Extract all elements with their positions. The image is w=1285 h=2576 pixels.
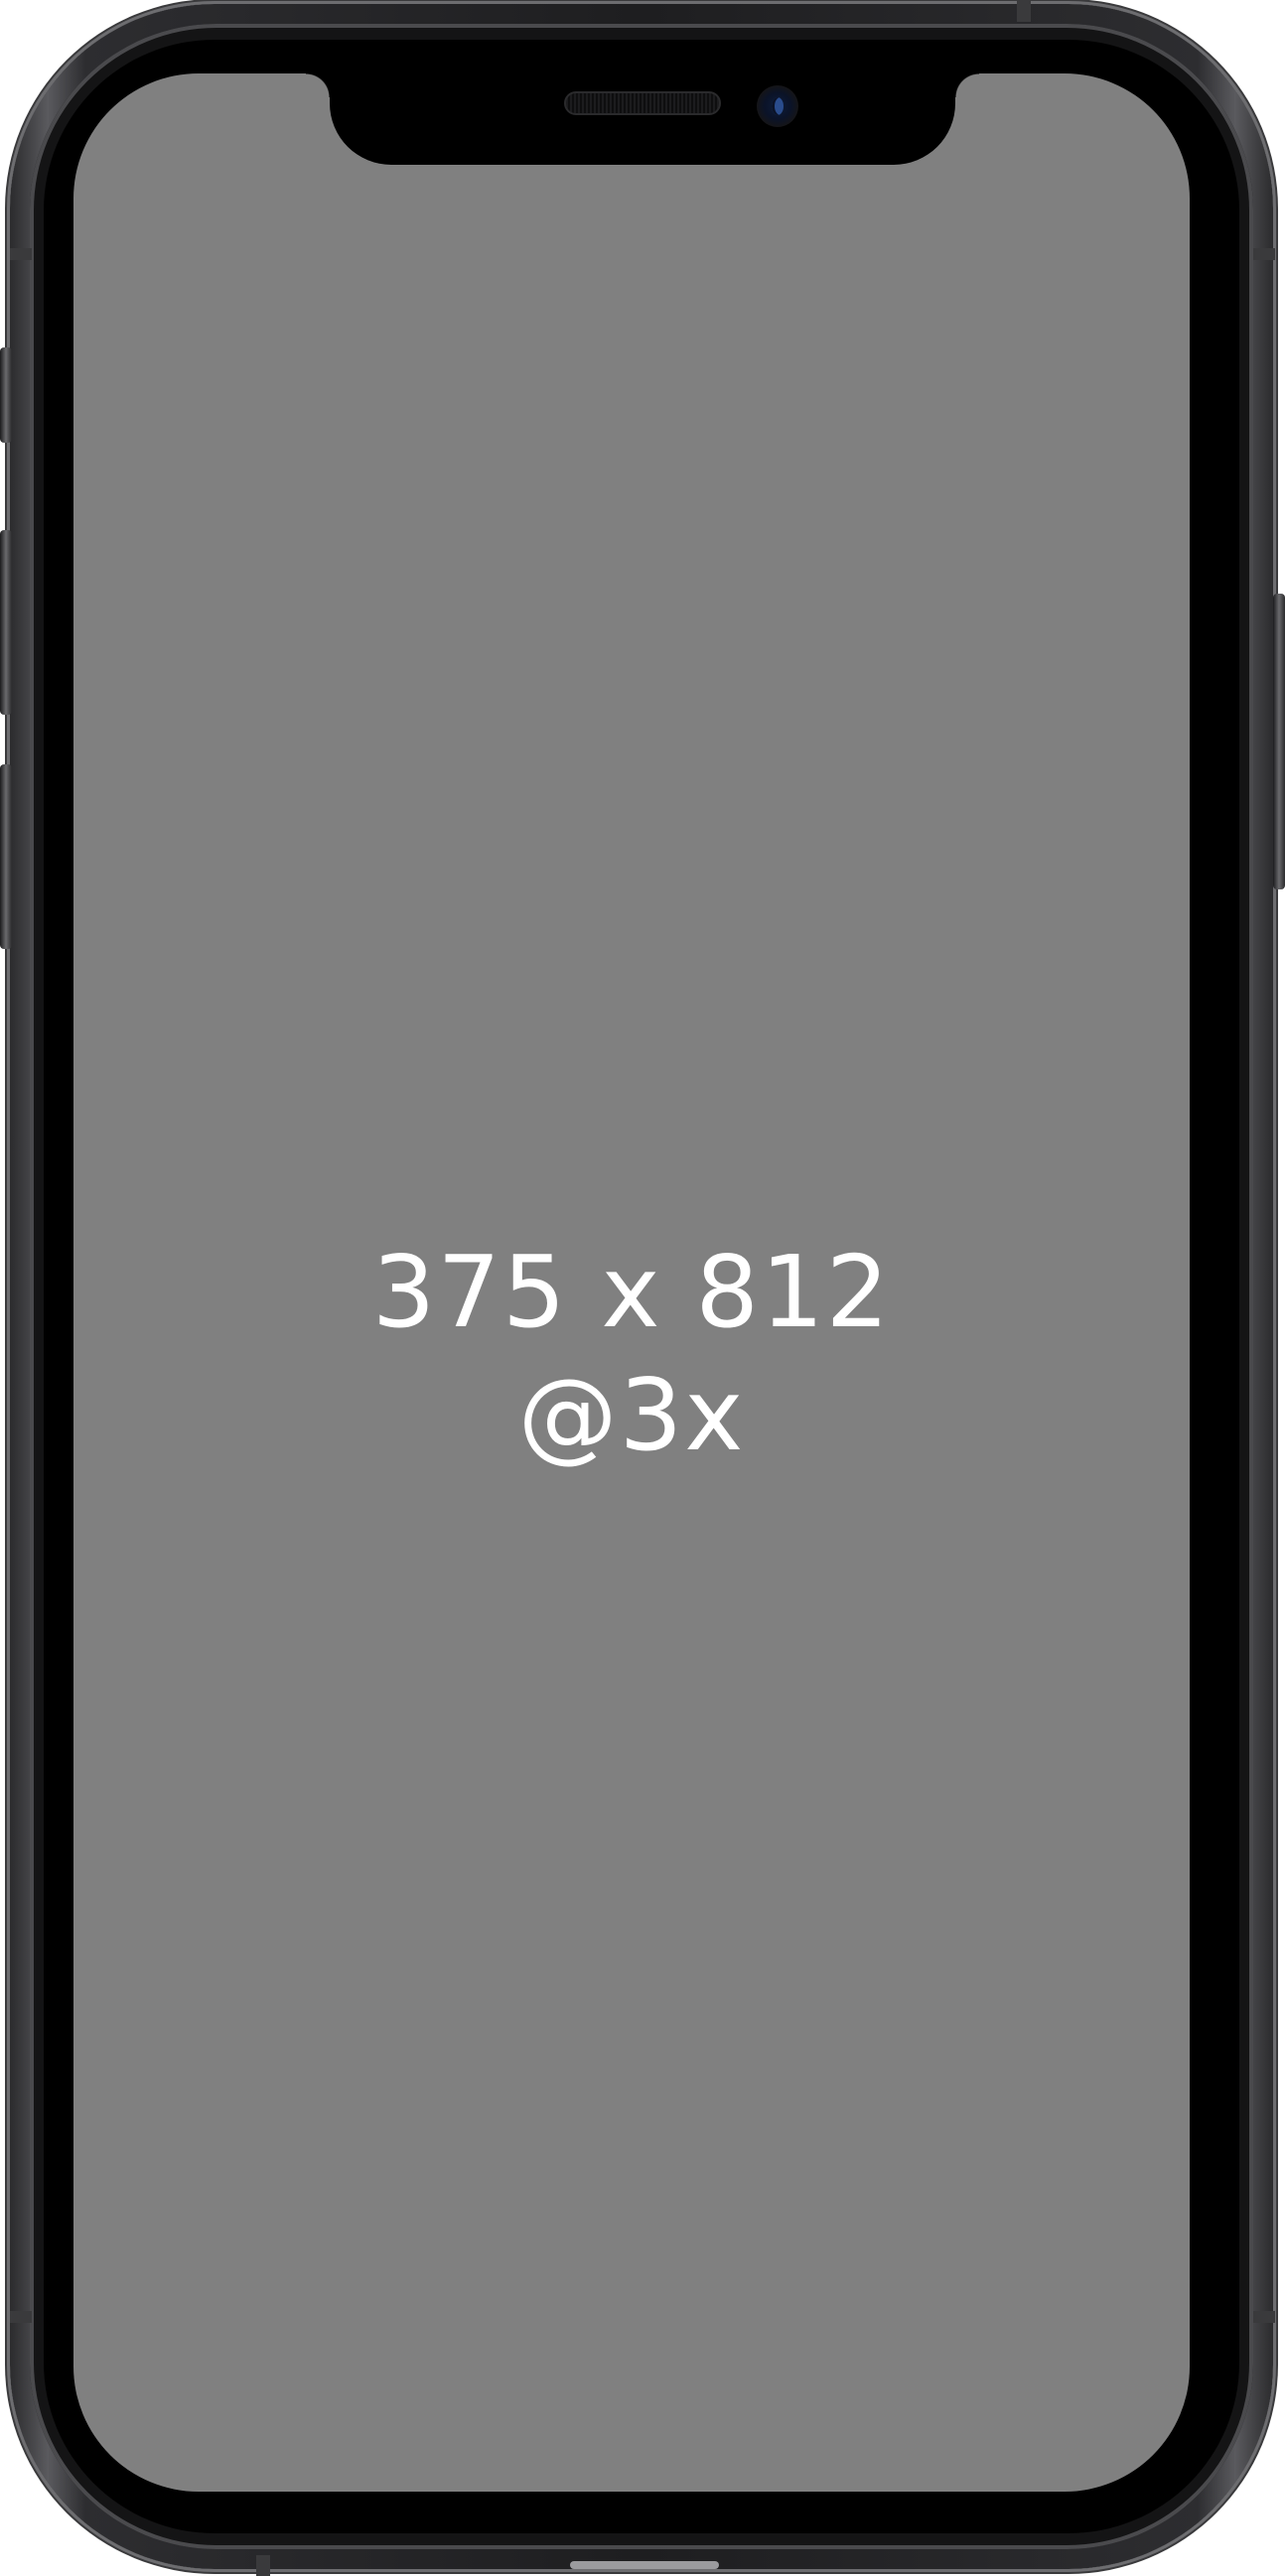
mute-switch <box>0 347 12 443</box>
antenna-band-right-top <box>1253 248 1275 260</box>
earpiece-speaker-icon <box>564 91 721 115</box>
antenna-band-left-bottom <box>10 2311 32 2323</box>
front-camera-icon <box>757 85 798 127</box>
screen-size-label: 375 x 812 <box>371 1234 892 1350</box>
side-power-button <box>1273 594 1285 889</box>
volume-down-button <box>0 764 12 949</box>
volume-up-button <box>0 530 12 715</box>
antenna-band-left-top <box>10 248 32 260</box>
notch <box>306 73 979 165</box>
screen-scale-label: @3x <box>517 1357 746 1473</box>
antenna-band-top-right <box>1017 0 1031 22</box>
antenna-band-right-bottom <box>1253 2311 1275 2323</box>
screen: 375 x 812 @3x <box>73 73 1190 2492</box>
antenna-band-bottom-left <box>256 2555 270 2576</box>
bottom-port <box>570 2561 719 2569</box>
